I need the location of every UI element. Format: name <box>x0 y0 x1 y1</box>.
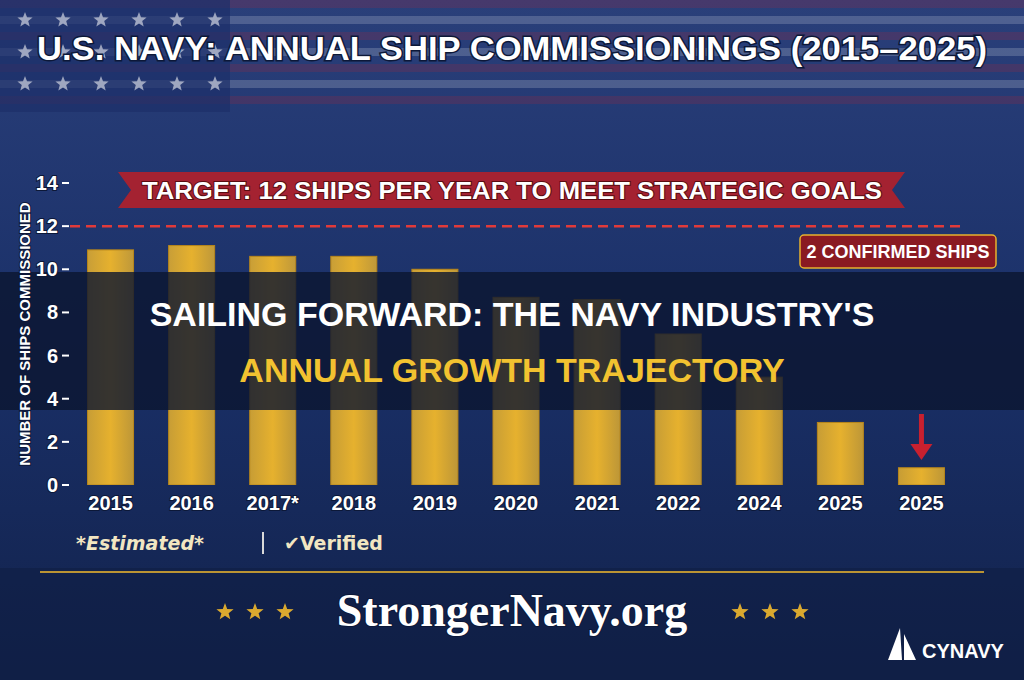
target-label: TARGET: 12 SHIPS PER YEAR TO MEET STRATE… <box>142 177 882 204</box>
y-tick <box>62 311 69 313</box>
bar <box>817 422 863 485</box>
y-tick-label: 2 <box>47 431 58 453</box>
annotation-text: 2 CONFIRMED SHIPS <box>806 242 989 262</box>
target-line <box>70 225 962 228</box>
flag-star <box>17 76 32 91</box>
flag-star <box>17 44 32 59</box>
x-tick-label: 2024 <box>737 492 782 514</box>
flag-star <box>169 76 184 91</box>
chart-root: U.S. NAVY: ANNUAL SHIP COMMISSIONINGS (2… <box>0 0 1024 680</box>
decor-star <box>276 603 293 619</box>
flag-star <box>93 76 108 91</box>
y-tick <box>62 355 69 357</box>
y-axis-title: NUMBER OF SHIPS COMMISSIONED <box>16 202 33 466</box>
overlay-banner <box>0 272 1024 410</box>
x-tick-label: 2015 <box>88 492 133 514</box>
flag-star <box>169 12 184 27</box>
y-tick-label: 12 <box>36 215 58 237</box>
footnote: ✔Verified <box>284 532 383 554</box>
flag-star <box>17 12 32 27</box>
x-tick-label: 2017* <box>247 492 299 514</box>
x-tick-label: 2019 <box>413 492 458 514</box>
logo-text: CYNAVY <box>922 640 1005 662</box>
source-text: StrongerNavy.org <box>337 585 688 636</box>
y-tick-label: 0 <box>47 474 58 496</box>
decor-star <box>791 603 808 619</box>
overlay-title-line: SAILING FORWARD: THE NAVY INDUSTRY'S <box>150 295 875 333</box>
y-tick <box>62 182 69 184</box>
footer-rule <box>40 571 984 573</box>
flag-star <box>207 76 222 91</box>
y-tick-label: 14 <box>36 172 59 194</box>
y-tick-label: 10 <box>36 258 58 280</box>
flag-star <box>207 12 222 27</box>
target-ribbon <box>118 172 905 208</box>
flag-star <box>131 76 146 91</box>
y-tick-label: 8 <box>47 301 58 323</box>
footnote: *Estimated* <box>76 532 204 554</box>
y-tick <box>62 225 69 227</box>
decor-star <box>216 603 233 619</box>
decor-star <box>731 603 748 619</box>
y-tick-label: 4 <box>47 388 59 410</box>
annotation-box <box>800 235 996 268</box>
footer-band <box>0 568 1024 680</box>
y-tick <box>62 398 69 400</box>
overlay-title-line: ANNUAL GROWTH TRAJECTORY <box>239 351 785 389</box>
flag-star <box>55 12 70 27</box>
chart-title: U.S. NAVY: ANNUAL SHIP COMMISSIONINGS (2… <box>37 29 987 67</box>
logo-icon <box>888 628 916 660</box>
flag-star <box>93 12 108 27</box>
flag-star <box>55 76 70 91</box>
background <box>0 0 1024 680</box>
bar <box>898 468 944 485</box>
x-tick-label: 2016 <box>169 492 214 514</box>
y-tick <box>62 484 69 486</box>
annotation-arrowhead <box>910 444 932 460</box>
annotation-arrow <box>919 414 924 446</box>
decor-star <box>761 603 778 619</box>
x-tick-label: 2021 <box>575 492 620 514</box>
x-tick-label: 2025 <box>818 492 863 514</box>
decor-star <box>246 603 263 619</box>
footnote-separator <box>262 532 264 554</box>
x-tick-label: 2025 <box>899 492 944 514</box>
y-tick <box>62 268 69 270</box>
y-tick-label: 6 <box>47 345 58 367</box>
x-tick-label: 2018 <box>332 492 377 514</box>
x-tick-label: 2022 <box>656 492 701 514</box>
flag-star <box>131 12 146 27</box>
y-tick <box>62 441 69 443</box>
x-tick-label: 2020 <box>494 492 539 514</box>
